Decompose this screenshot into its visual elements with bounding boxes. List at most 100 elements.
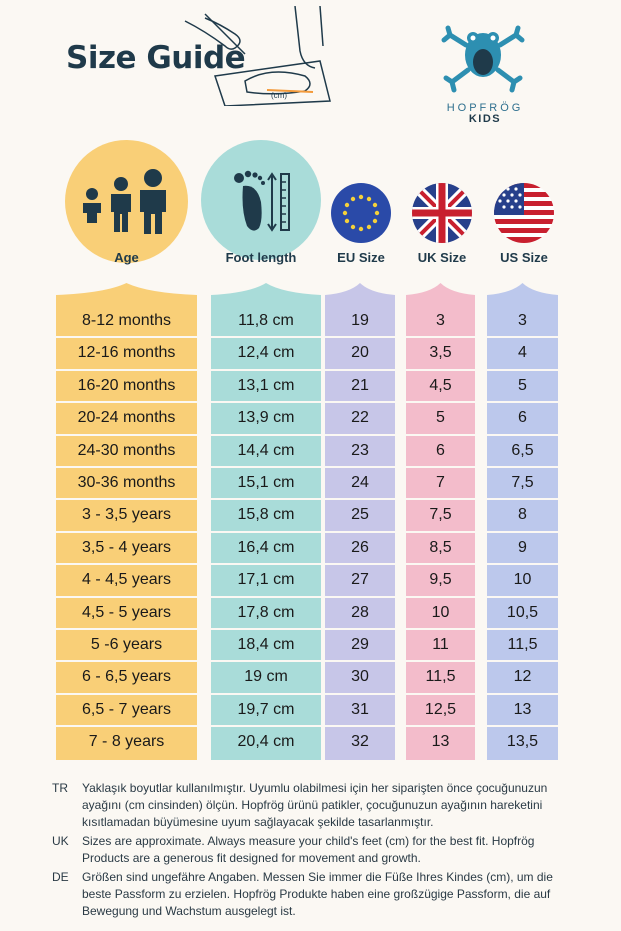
cell-foot: 15,1 cm: [237, 474, 295, 491]
cell-age: 20-24 months: [77, 409, 176, 427]
row-separator: [406, 401, 475, 404]
column-body: [487, 295, 558, 760]
cell-us: 4: [518, 344, 527, 362]
row-separator: [487, 725, 558, 728]
row-separator: [487, 368, 558, 371]
cell-eu: 24: [351, 474, 369, 491]
cell-eu: 19: [351, 312, 369, 329]
cell-eu: 29: [351, 636, 369, 653]
cell-eu: 23: [351, 441, 369, 459]
eu-size-header: EU Size: [337, 250, 385, 265]
frog-logo-icon: [441, 25, 525, 93]
cell-eu: 20: [351, 344, 369, 362]
row-separator: [56, 692, 197, 695]
cell-foot: 17,8 cm: [237, 603, 295, 621]
note-text: Sizes are approximate. Always measure yo…: [82, 834, 535, 865]
cell-uk: 3,5: [429, 344, 452, 362]
us-size-header: US Size: [500, 250, 548, 265]
row-separator: [56, 368, 197, 371]
cell-us: 6: [518, 409, 527, 427]
sketch-label: (cm): [271, 91, 287, 100]
foot-circle: [201, 140, 321, 260]
column-body: [406, 295, 475, 760]
row-separator: [406, 498, 475, 501]
cell-age: 6 - 6,5 years: [82, 668, 171, 686]
row-separator: [406, 628, 475, 630]
row-separator: [325, 660, 395, 663]
row-separator: [325, 368, 395, 371]
cell-age: 3 - 3,5 years: [82, 506, 171, 524]
note-tr: TR Yaklaşık boyutlar kullanılmıştır. Uyu…: [52, 780, 572, 831]
row-separator: [211, 563, 321, 566]
row-separator: [56, 563, 197, 566]
cell-foot: 16,4 cm: [237, 538, 295, 556]
row-separator: [211, 401, 321, 404]
cell-us: 9: [518, 538, 527, 556]
row-separator: [325, 595, 395, 598]
row-separator: [325, 466, 395, 468]
row-separator: [325, 498, 395, 501]
eu-flag-icon: [331, 183, 391, 243]
cell-age: 5 -6 years: [90, 636, 163, 653]
cell-uk: 6: [436, 441, 445, 459]
cell-foot: 19,7 cm: [237, 700, 295, 718]
cell-age: 6,5 - 7 years: [82, 700, 171, 718]
row-separator: [487, 336, 558, 339]
row-separator: [56, 530, 197, 533]
row-separator: [211, 530, 321, 533]
row-separator: [325, 692, 395, 695]
column-us: 3 4 5 6 6,5 7,5 8 9 10 10,5 11,5 12 13 13,5: [487, 283, 558, 760]
age-header: Age: [114, 250, 139, 265]
cell-eu: 30: [351, 668, 369, 686]
cell-us: 3: [518, 312, 527, 329]
cell-us: 10: [513, 571, 532, 589]
row-separator: [325, 401, 395, 404]
cell-eu: 32: [351, 733, 369, 751]
brand-name: HOPFRÖG: [446, 102, 524, 114]
row-separator: [406, 433, 475, 436]
cell-us: 11,5: [507, 636, 538, 653]
row-separator: [56, 498, 197, 501]
cell-eu: 26: [351, 538, 369, 556]
cell-uk: 7,5: [429, 506, 452, 524]
cell-age: 30-36 months: [77, 474, 176, 491]
cell-eu: 22: [351, 409, 369, 427]
column-body: [325, 295, 395, 760]
cell-age: 4 - 4,5 years: [82, 571, 171, 589]
note-code: TR: [52, 781, 68, 795]
row-separator: [406, 368, 475, 371]
row-separator: [325, 433, 395, 436]
foot-length-header: Foot length: [225, 250, 297, 265]
row-separator: [487, 692, 558, 695]
row-separator: [56, 595, 197, 598]
us-flag-icon: [494, 183, 554, 243]
cell-foot: 11,8 cm: [238, 312, 294, 329]
cell-age: 12-16 months: [77, 344, 176, 362]
row-separator: [325, 336, 395, 339]
cell-us: 13: [513, 700, 532, 718]
row-separator: [406, 692, 475, 695]
uk-flag-icon: [412, 183, 472, 243]
cell-age: 3,5 - 4 years: [82, 538, 171, 556]
column-eu: 19 20 21 22 23 24 25 26 27 28 29 30 31 32: [325, 283, 395, 760]
cell-age: 24-30 months: [77, 441, 176, 459]
row-separator: [406, 725, 475, 728]
row-separator: [325, 628, 395, 630]
note-code: DE: [52, 870, 69, 884]
cell-uk: 10: [431, 603, 450, 621]
cell-us: 5: [518, 376, 527, 394]
cell-uk: 8,5: [429, 538, 452, 556]
row-separator: [56, 628, 197, 630]
row-separator: [487, 530, 558, 533]
row-separator: [56, 336, 197, 339]
column-body: [211, 295, 321, 760]
cell-foot: 17,1 cm: [237, 571, 295, 589]
family-icon: [83, 169, 166, 234]
cell-foot: 20,4 cm: [237, 733, 295, 751]
note-text: Yaklaşık boyutlar kullanılmıştır. Uyumlu…: [82, 781, 548, 829]
cell-foot: 18,4 cm: [237, 636, 295, 653]
cell-age: 8-12 months: [82, 312, 171, 329]
cell-age: 16-20 months: [77, 376, 176, 394]
footprint-ruler-icon: [234, 170, 290, 232]
row-separator: [406, 466, 475, 468]
